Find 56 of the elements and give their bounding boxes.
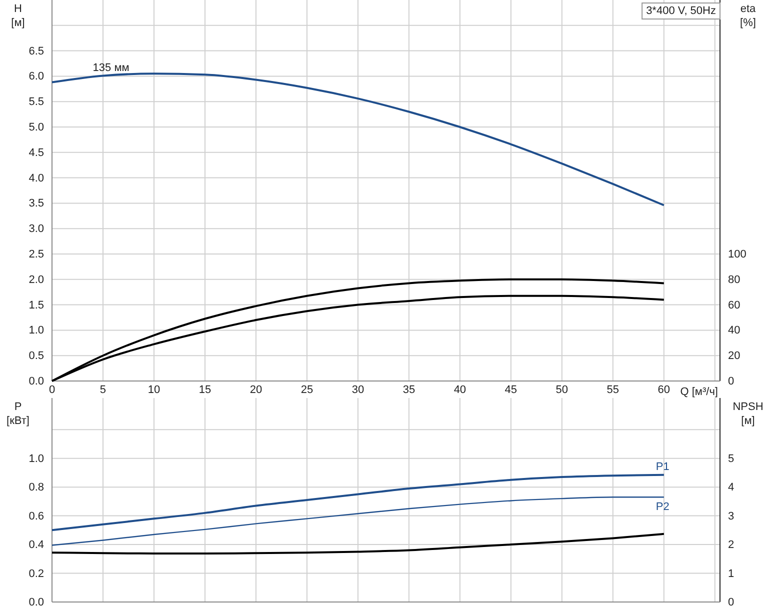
y2-tick-label: 40	[728, 324, 740, 337]
y-tick-label: 3.5	[28, 198, 44, 210]
line-series	[51, 532, 665, 554]
y2-tick-label: 60	[728, 299, 740, 312]
line-series	[51, 72, 665, 206]
y-tick-label: 1.5	[28, 299, 44, 312]
y2-tick-label: 2	[728, 539, 734, 552]
x-tick-label: 60	[658, 384, 670, 396]
y-tick-label: 1.0	[28, 452, 44, 465]
y-tick-label: 0.2	[28, 568, 44, 580]
y2-tick-label: 80	[728, 274, 740, 286]
y-tick-label: 2.0	[28, 274, 44, 286]
y2-tick-label: 20	[728, 350, 740, 362]
y-axis-title: P [кВт]	[6, 401, 30, 427]
x-tick-label: 40	[454, 384, 466, 396]
x-tick-label: 20	[250, 384, 262, 396]
y-tick-label: 0.6	[28, 510, 44, 522]
y2-axis-title: NPSH [м]	[732, 401, 764, 427]
y-tick-label: 6.0	[28, 70, 44, 83]
y-tick-label: 0.5	[28, 350, 44, 362]
x-tick-label: 45	[504, 384, 518, 396]
y2-tick-label: 5	[728, 452, 734, 465]
y2-tick-label: 4	[728, 482, 734, 494]
x-tick-label: 55	[606, 384, 620, 396]
y2-tick-label: 3	[728, 510, 734, 522]
x-tick-label: 35	[402, 384, 416, 396]
y2-tick-label: 0	[728, 596, 734, 609]
y-tick-label: 0.8	[28, 482, 44, 494]
y-tick-label: 4.5	[28, 146, 44, 159]
x-tick-label: 15	[198, 384, 212, 396]
series-label: P2	[656, 501, 670, 514]
y-tick-label: 5.0	[28, 122, 44, 134]
x-tick-label: 5	[100, 384, 106, 396]
x-axis-title: Q [м³/ч]	[680, 386, 718, 398]
annotation: 135 мм	[92, 62, 130, 74]
y-axis-title: H [м]	[11, 3, 25, 29]
y-tick-label: 0.0	[28, 596, 44, 609]
y-tick-label: 0.4	[28, 539, 44, 552]
y2-tick-label: 0	[728, 376, 734, 388]
y2-axis-title: eta [%]	[740, 3, 757, 29]
y-tick-label: 1.0	[28, 324, 44, 337]
y-tick-label: 0.0	[28, 376, 44, 388]
x-tick-label: 30	[352, 384, 364, 396]
y-tick-label: 5.5	[28, 96, 44, 108]
y-tick-label: 3.0	[28, 223, 44, 236]
y-tick-label: 4.0	[28, 172, 44, 184]
y2-tick-label: 1	[728, 568, 734, 580]
y2-tick-label: 100	[728, 248, 746, 261]
x-tick-label: 10	[148, 384, 160, 396]
x-tick-label: 0	[48, 384, 56, 396]
x-tick-label: 50	[556, 384, 568, 396]
series-label: P1	[656, 460, 670, 473]
y-tick-label: 2.5	[28, 248, 44, 261]
chart-title: 3*400 V, 50Hz	[646, 5, 716, 17]
x-tick-label: 25	[300, 384, 314, 396]
y-tick-label: 6.5	[28, 45, 44, 58]
